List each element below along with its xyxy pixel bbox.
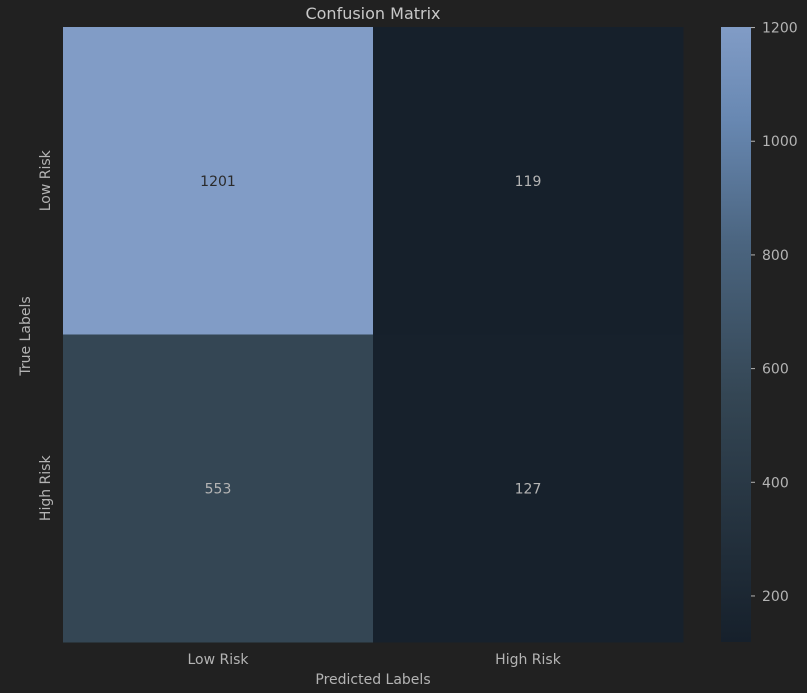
heatmap-cell-r1-c0 — [63, 334, 374, 643]
heatmap-cell-r0-c0 — [63, 27, 374, 335]
cell-value-r0-c0: 1201 — [200, 174, 236, 190]
y-axis-label: True Labels — [18, 296, 34, 376]
heatmap-cell-labels: 1201 119 553 127 — [200, 174, 541, 498]
heatmap-cell-r0-c1 — [373, 27, 684, 335]
heatmap-cell-r1-c1 — [373, 334, 684, 643]
colorbar-tick-label-0: 200 — [762, 589, 789, 605]
x-tick-label-0: Low Risk — [187, 652, 249, 668]
heatmap-cells — [63, 27, 684, 643]
colorbar-tick-label-3: 800 — [762, 248, 789, 264]
cell-value-r1-c0: 553 — [205, 481, 232, 497]
colorbar-ticks: 200 400 600 800 1000 1200 — [751, 21, 798, 605]
y-tick-label-1: High Risk — [38, 455, 54, 522]
chart-title: Confusion Matrix — [305, 4, 440, 23]
y-axis-ticks: Low Risk High Risk — [38, 149, 54, 521]
colorbar-tick-label-2: 600 — [762, 362, 789, 378]
cell-value-r1-c1: 127 — [515, 481, 542, 497]
colorbar — [721, 27, 751, 642]
y-tick-label-0: Low Risk — [38, 149, 54, 211]
colorbar-tick-label-5: 1200 — [762, 21, 798, 37]
x-axis-ticks: Low Risk High Risk — [187, 652, 561, 668]
colorbar-tick-label-4: 1000 — [762, 134, 798, 150]
x-tick-label-1: High Risk — [495, 652, 562, 668]
colorbar-tick-label-1: 400 — [762, 475, 789, 491]
cell-value-r0-c1: 119 — [515, 174, 542, 190]
x-axis-label: Predicted Labels — [315, 672, 430, 688]
